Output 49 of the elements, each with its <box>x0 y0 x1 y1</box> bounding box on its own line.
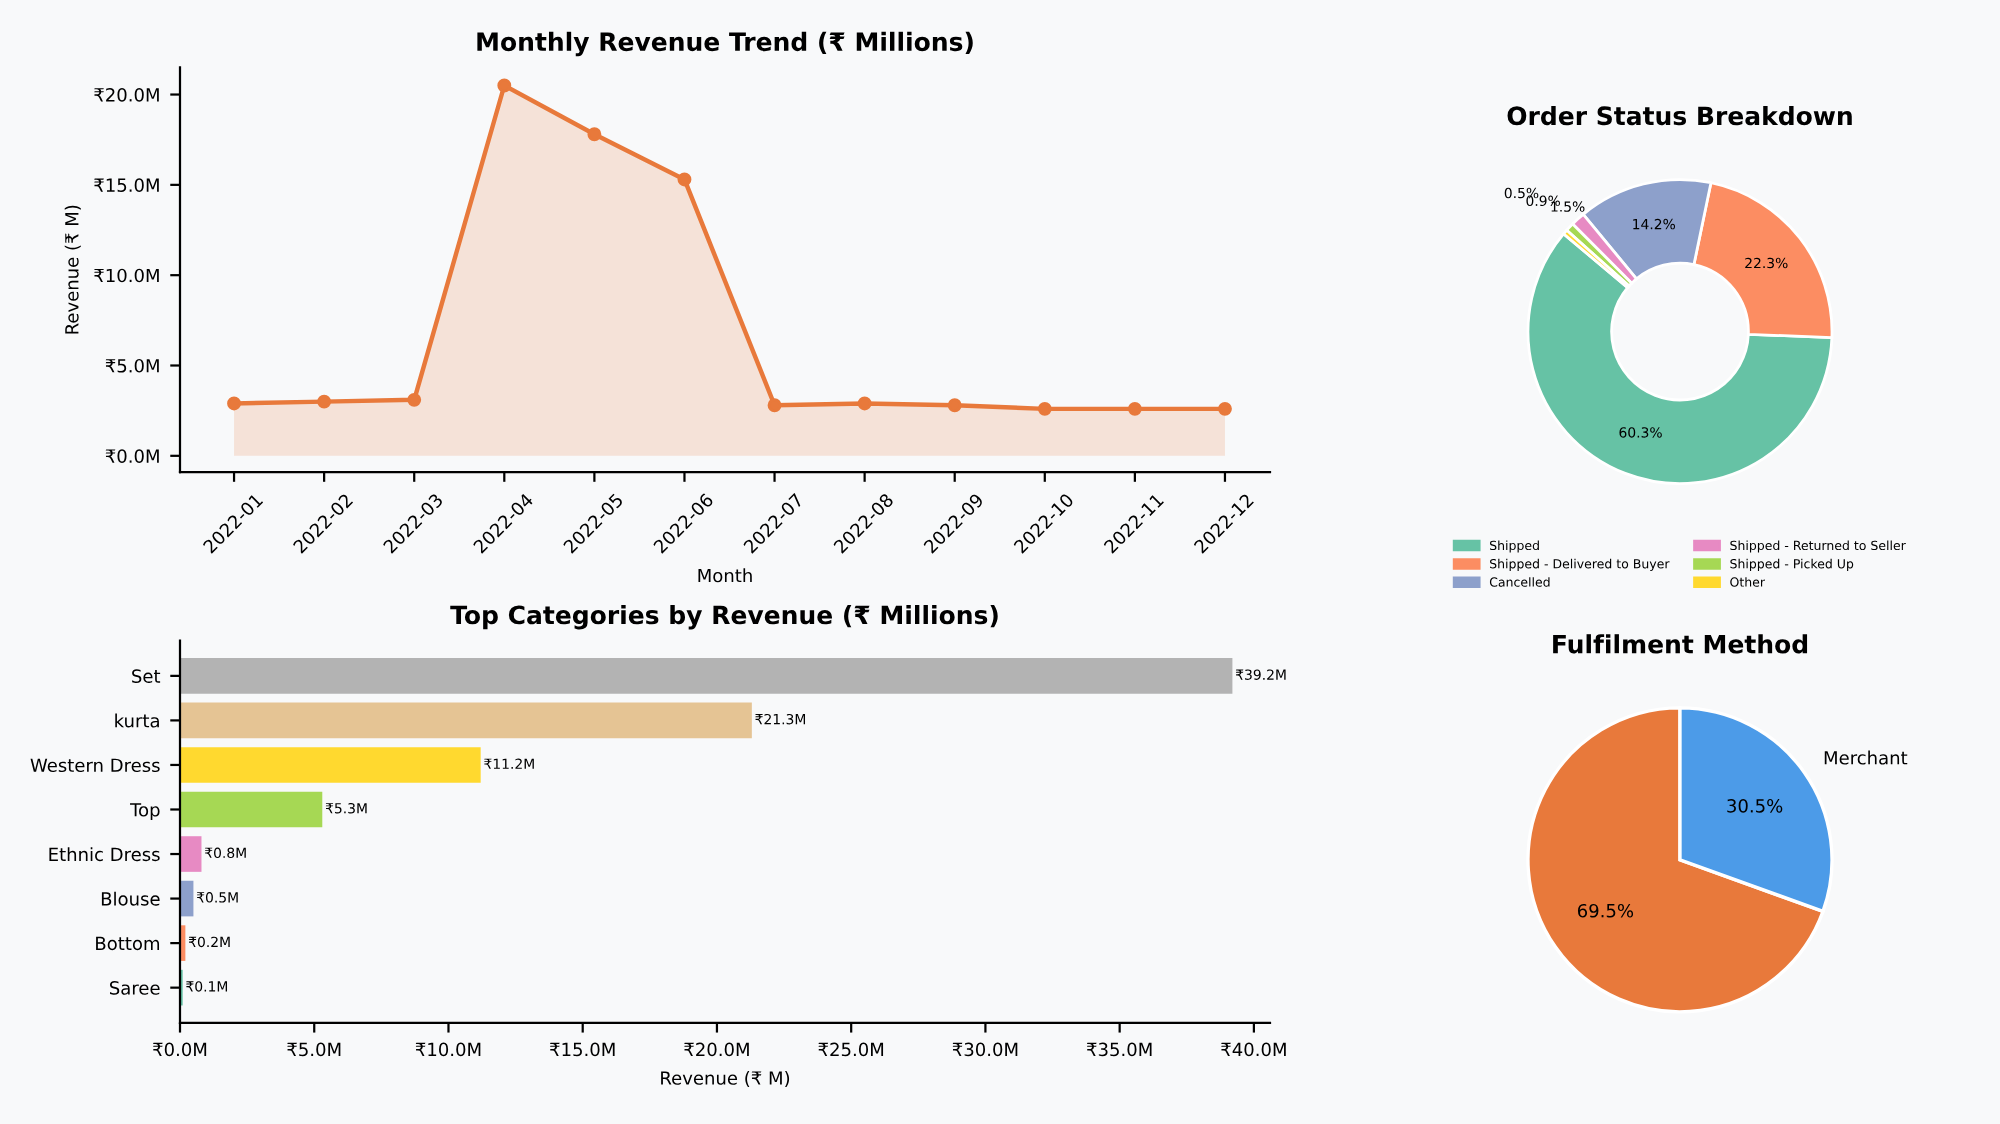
point <box>227 396 241 411</box>
y-tick-label: Ethnic Dress <box>49 847 160 862</box>
point <box>677 172 692 187</box>
point <box>317 394 332 409</box>
point <box>1218 401 1232 416</box>
bar <box>180 836 202 872</box>
y-tick-label: kurta <box>115 713 159 728</box>
y-tick-label: Bottom <box>96 936 160 951</box>
point <box>587 127 602 142</box>
point <box>947 398 962 413</box>
point <box>767 398 782 413</box>
point <box>407 392 422 407</box>
point <box>857 396 872 411</box>
y-tick-label: ₹20.0M <box>94 88 159 102</box>
y-tick-label: ₹5.0M <box>105 358 159 373</box>
chart-title: Monthly Revenue Trend (₹ Millions) <box>477 31 973 57</box>
x-tick-label: ₹15.0M <box>550 1042 615 1057</box>
point <box>1037 401 1052 416</box>
y-tick-label: ₹0.0M <box>105 449 159 463</box>
point <box>497 78 512 93</box>
x-axis-title: Revenue (₹ M) <box>661 1070 790 1087</box>
x-tick-label: ₹20.0M <box>684 1042 749 1057</box>
point <box>1127 401 1142 416</box>
bar <box>180 791 323 828</box>
bar <box>180 747 481 783</box>
data-label: 69.5% <box>1577 903 1634 918</box>
x-tick-label: ₹35.0M <box>1086 1042 1152 1057</box>
bar <box>180 658 1233 694</box>
x-tick-label: ₹30.0M <box>952 1042 1018 1057</box>
x-tick-label: ₹10.0M <box>415 1042 481 1057</box>
data-label: 30.5% <box>1727 799 1783 813</box>
y-tick-label: Blouse <box>101 891 160 906</box>
x-tick-label: ₹5.0M <box>287 1042 341 1057</box>
x-tick-label: ₹25.0M <box>818 1042 884 1057</box>
x-axis-title: Month <box>698 568 752 583</box>
chart-title: Order Status Breakdown <box>1507 105 1852 126</box>
y-tick-label: ₹15.0M <box>94 178 159 192</box>
y-tick-label: Western Dress <box>30 758 160 773</box>
x-tick-label: ₹40.0M <box>1221 1042 1286 1057</box>
y-tick-label: Saree <box>109 981 160 995</box>
y-tick-label: Set <box>132 669 161 683</box>
chart-title: Fulfilment Method <box>1553 634 1808 654</box>
y-axis-title: Revenue (₹ M) <box>64 205 81 334</box>
x-tick-label: ₹0.0M <box>153 1042 207 1057</box>
y-tick-label: Top <box>130 803 160 821</box>
chart-title: Top Categories by Revenue (₹ Millions) <box>450 605 998 630</box>
slice-label: Merchant <box>1824 750 1908 765</box>
y-tick-label: ₹10.0M <box>94 268 159 283</box>
bar <box>180 702 752 739</box>
